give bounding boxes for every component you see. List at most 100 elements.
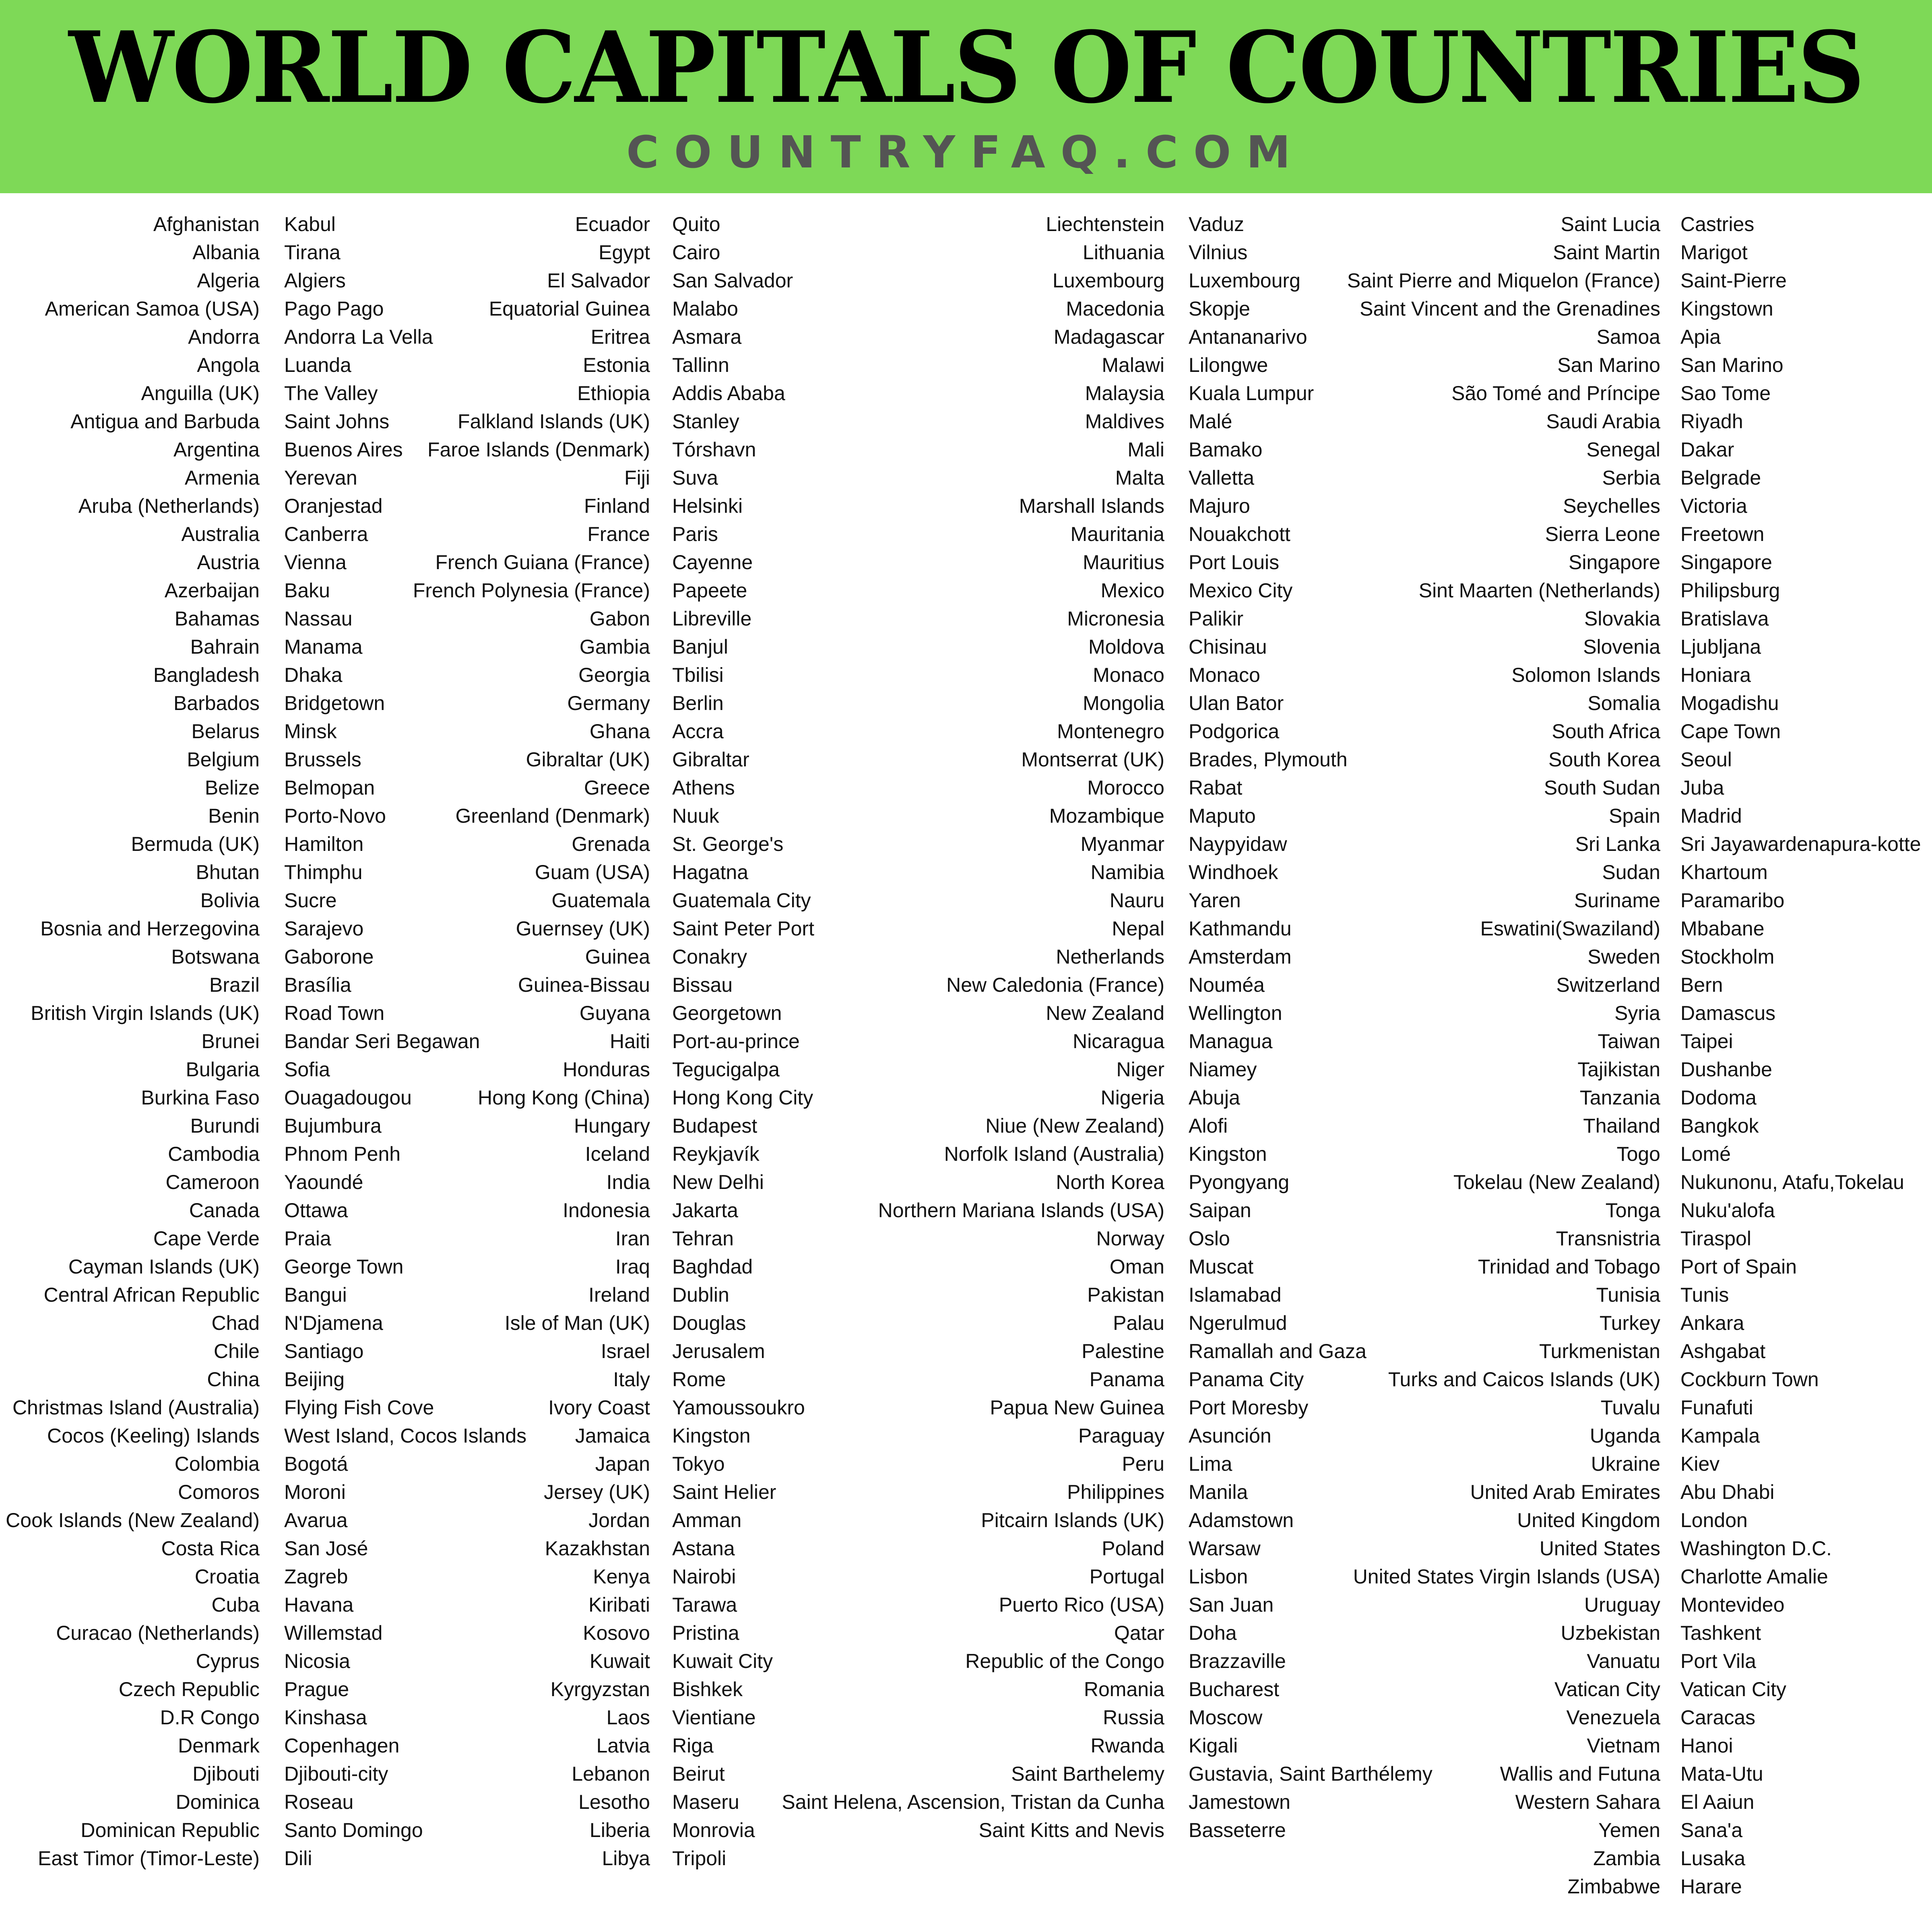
capital-name: Rome (672, 1368, 726, 1391)
capital-name: Gibraltar (672, 748, 749, 771)
country-name: Myanmar (1080, 833, 1164, 855)
country-name: Maldives (1085, 410, 1164, 433)
capital-name: Zagreb (284, 1565, 348, 1588)
capital-name: Hamilton (284, 833, 364, 855)
country-name: Faroe Islands (Denmark) (427, 438, 650, 461)
capital-name: Ashgabat (1680, 1340, 1766, 1362)
capital-name: San Juan (1189, 1593, 1274, 1616)
capital-name: Sucre (284, 889, 337, 912)
capital-name: Andorra La Vella (284, 326, 433, 348)
capital-name: Naypyidaw (1189, 833, 1287, 855)
country-name: Sudan (1602, 861, 1660, 883)
country-name: Benin (208, 805, 260, 827)
country-name: Bahamas (174, 607, 260, 630)
country-name: Mozambique (1049, 805, 1164, 827)
capital-name: Lima (1189, 1453, 1232, 1475)
capital-name: El Aaiun (1680, 1791, 1754, 1813)
country-name: Palau (1113, 1312, 1164, 1334)
country-name: Saint Barthelemy (1011, 1763, 1164, 1785)
capital-name: Managua (1189, 1030, 1273, 1053)
country-name: Netherlands (1056, 945, 1164, 968)
capital-name: Papeete (672, 579, 747, 602)
country-name: Comoros (178, 1481, 260, 1503)
capital-name: Luxembourg (1189, 269, 1300, 292)
country-name: Sierra Leone (1545, 523, 1660, 545)
country-name: Poland (1102, 1537, 1164, 1560)
capital-name: Manila (1189, 1481, 1248, 1503)
country-name: Djibouti (192, 1763, 260, 1785)
capital-name: Bern (1680, 974, 1723, 996)
country-name: Isle of Man (UK) (504, 1312, 650, 1334)
capital-name: Saint Peter Port (672, 917, 814, 940)
country-name: Ireland (588, 1284, 650, 1306)
country-name: Singapore (1569, 551, 1660, 574)
capital-name: Maputo (1189, 805, 1256, 827)
capital-name: Tbilisi (672, 664, 724, 686)
capital-name: Brazzaville (1189, 1650, 1286, 1672)
capital-name: Phnom Penh (284, 1143, 401, 1165)
capital-name: Tashkent (1680, 1622, 1761, 1644)
capital-name: Manama (284, 636, 363, 658)
country-name: Azerbaijan (164, 579, 260, 602)
country-name: Ethiopia (577, 382, 650, 405)
capital-name: Belgrade (1680, 466, 1761, 489)
country-name: Dominican Republic (80, 1819, 260, 1841)
country-name: Sint Maarten (Netherlands) (1418, 579, 1660, 602)
capital-name: Ngerulmud (1189, 1312, 1287, 1334)
capital-name: Philipsburg (1680, 579, 1780, 602)
country-name: Niger (1116, 1058, 1164, 1081)
country-name: Burkina Faso (141, 1086, 260, 1109)
capital-name: Abu Dhabi (1680, 1481, 1775, 1503)
country-name: Luxembourg (1053, 269, 1164, 292)
country-name: Gabon (589, 607, 650, 630)
capital-name: Kuala Lumpur (1189, 382, 1314, 405)
country-name: Tajikistan (1577, 1058, 1660, 1081)
country-name: Bhutan (196, 861, 260, 883)
country-name: Transnistria (1556, 1227, 1660, 1250)
country-name: British Virgin Islands (UK) (31, 1002, 260, 1024)
country-name: Tunisia (1596, 1284, 1660, 1306)
country-name: Honduras (563, 1058, 650, 1081)
capital-name: San Marino (1680, 354, 1783, 376)
capital-name: Libreville (672, 607, 752, 630)
capital-name: Muscat (1189, 1255, 1254, 1278)
country-name: East Timor (Timor-Leste) (37, 1847, 260, 1870)
capital-name: Gaborone (284, 945, 374, 968)
capital-name: Porto-Novo (284, 805, 386, 827)
country-name: Mongolia (1083, 692, 1164, 714)
country-name: Tanzania (1579, 1086, 1660, 1109)
capital-name: Brasília (284, 974, 351, 996)
country-name: Guernsey (UK) (516, 917, 650, 940)
capital-name: Juba (1680, 776, 1724, 799)
country-name: Papua New Guinea (990, 1396, 1164, 1419)
capital-name: Dakar (1680, 438, 1734, 461)
capital-name: Tegucigalpa (672, 1058, 780, 1081)
country-name: Christmas Island (Australia) (12, 1396, 260, 1419)
capital-name: Chisinau (1189, 636, 1267, 658)
country-name: South Africa (1552, 720, 1660, 743)
country-name: Kosovo (583, 1622, 650, 1644)
capital-name: Riyadh (1680, 410, 1743, 433)
country-name: Burundi (190, 1115, 260, 1137)
country-name: United Kingdom (1517, 1509, 1660, 1532)
capital-name: Monrovia (672, 1819, 755, 1841)
country-name: Togo (1616, 1143, 1660, 1165)
capital-name: Apia (1680, 326, 1721, 348)
country-name: Pakistan (1087, 1284, 1164, 1306)
country-name: Puerto Rico (USA) (999, 1593, 1164, 1616)
capital-name: Port Moresby (1189, 1396, 1309, 1419)
country-name: China (207, 1368, 260, 1391)
capital-name: Nouakchott (1189, 523, 1290, 545)
country-name: Latvia (596, 1734, 650, 1757)
capital-name: Bissau (672, 974, 733, 996)
country-name: Georgia (578, 664, 650, 686)
capital-name: Pristina (672, 1622, 739, 1644)
capital-name: Ljubljana (1680, 636, 1761, 658)
country-name: Gibraltar (UK) (526, 748, 650, 771)
capital-name: San José (284, 1537, 368, 1560)
capital-name: Beijing (284, 1368, 345, 1391)
country-name: Solomon Islands (1511, 664, 1660, 686)
capital-name: Windhoek (1189, 861, 1278, 883)
country-name: Bosnia and Herzegovina (40, 917, 260, 940)
capital-name: Minsk (284, 720, 337, 743)
